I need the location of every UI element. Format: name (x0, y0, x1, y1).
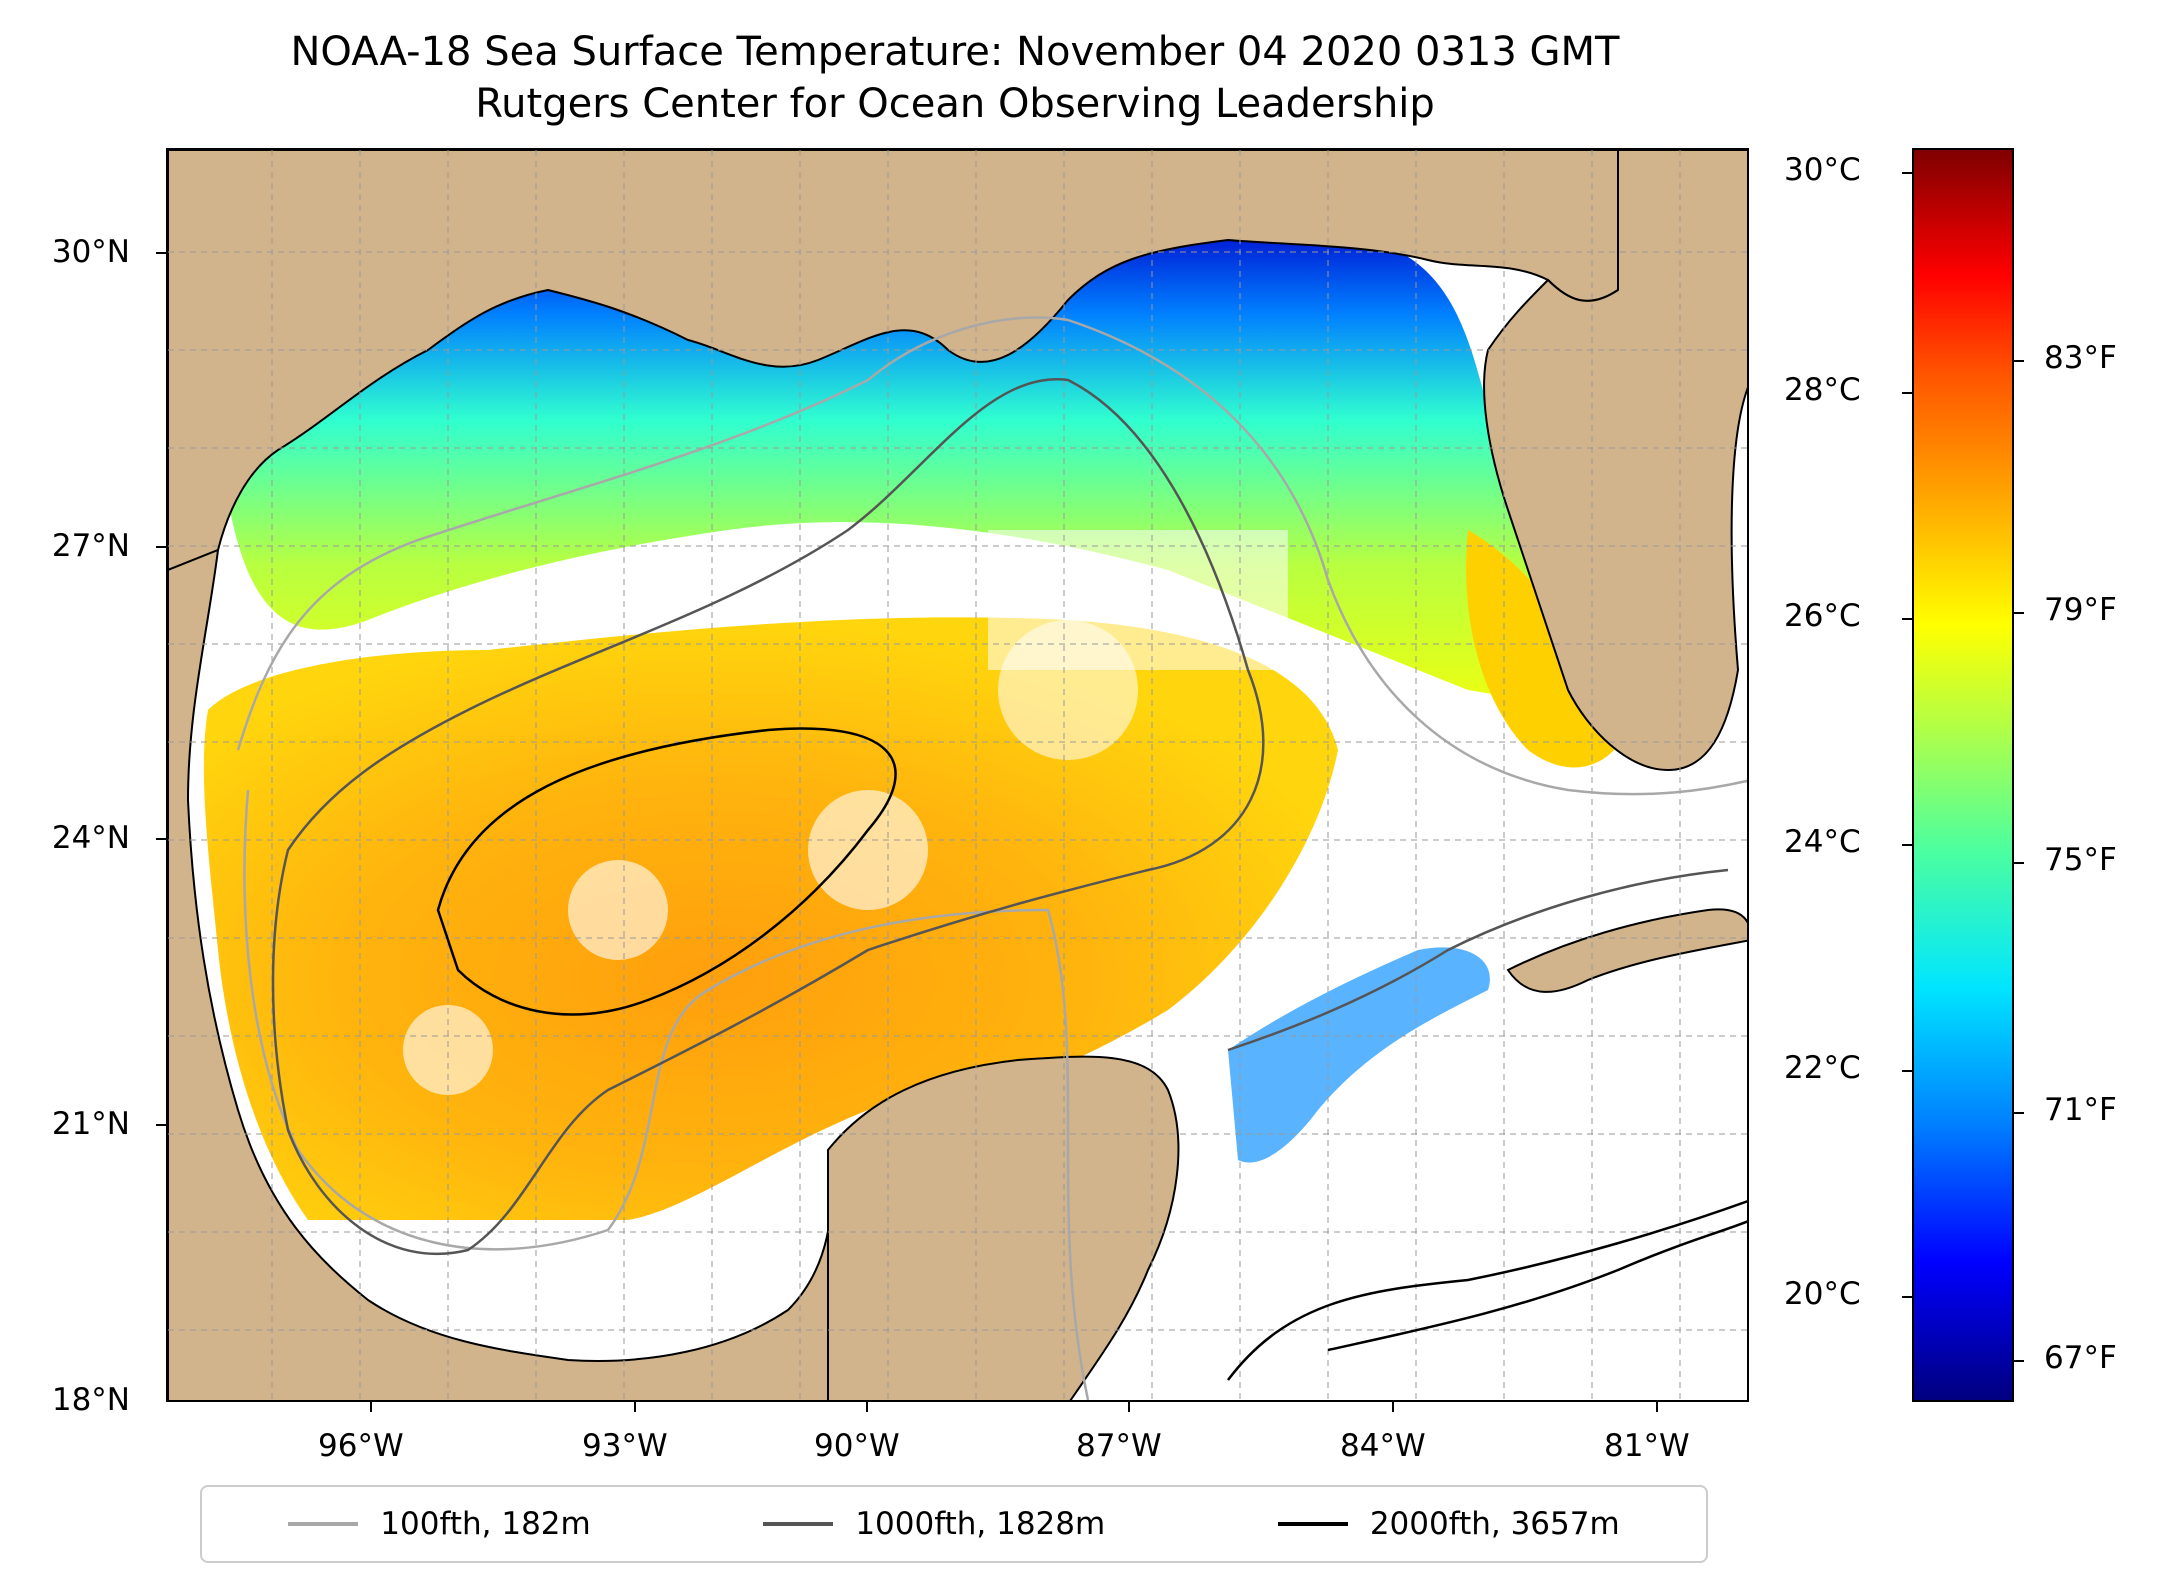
map-title: NOAA-18 Sea Surface Temperature: Novembe… (290, 29, 1620, 75)
sst-cloud-gap (568, 860, 668, 960)
tick-lat-27n (156, 546, 166, 548)
land-mexico-west (168, 548, 833, 1400)
colorbar-label-67f: 67°F (2044, 1340, 2117, 1376)
colorbar-tick-30c (1902, 172, 1912, 174)
isobath-legend: 100fth, 182m 1000fth, 1828m 2000fth, 365… (200, 1485, 1708, 1563)
legend-label-1000fth: 1000fth, 1828m (855, 1506, 1106, 1542)
colorbar-tick-67f (2014, 1360, 2024, 1362)
colorbar-tick-79f (2014, 612, 2024, 614)
tick-lon-93w (634, 1402, 636, 1412)
isobath-1000fth (271, 378, 1729, 1256)
land-florida (1483, 150, 1747, 772)
tick-lat-24n (156, 838, 166, 840)
colorbar-label-71f: 71°F (2044, 1092, 2117, 1128)
lat-label-27n: 27°N (51, 528, 130, 564)
land-us-gulf-coast (168, 150, 1619, 572)
colorbar-tick-28c (1902, 392, 1912, 394)
colorbar-label-24c: 24°C (1784, 824, 1861, 860)
colorbar-tick-26c (1902, 618, 1912, 620)
sst-cloud-gap (808, 790, 928, 910)
lat-label-18n: 18°N (51, 1382, 130, 1418)
colorbar-tick-83f (2014, 360, 2024, 362)
lat-label-21n: 21°N (51, 1106, 130, 1142)
land-yucatan (827, 1055, 1180, 1400)
land-layer (168, 150, 1747, 1400)
colorbar-label-22c: 22°C (1784, 1050, 1861, 1086)
colorbar-label-28c: 28°C (1784, 372, 1861, 408)
legend-label-100fth: 100fth, 182m (380, 1506, 591, 1542)
colorbar-tick-75f (2014, 862, 2024, 864)
lat-label-30n: 30°N (51, 234, 130, 270)
lon-label-81w: 81°W (1604, 1428, 1690, 1464)
lon-label-96w: 96°W (318, 1428, 404, 1464)
lon-label-90w: 90°W (814, 1428, 900, 1464)
colorbar-tick-20c (1902, 1296, 1912, 1298)
legend-swatch-2000fth (1277, 1522, 1348, 1526)
map-subtitle: Rutgers Center for Ocean Observing Leade… (475, 81, 1435, 127)
tick-lat-30n (156, 252, 166, 254)
legend-swatch-1000fth (763, 1522, 834, 1526)
tick-lat-21n (156, 1124, 166, 1126)
land-cuba (1506, 908, 1747, 993)
sst-data-layer (203, 150, 1747, 1400)
colorbar-label-26c: 26°C (1784, 598, 1861, 634)
legend-item-2000fth: 2000fth, 3657m (1277, 1506, 1620, 1542)
colorbar-label-30c: 30°C (1784, 152, 1861, 188)
lat-label-24n: 24°N (51, 820, 130, 856)
lon-label-87w: 87°W (1076, 1428, 1162, 1464)
legend-item-1000fth: 1000fth, 1828m (763, 1506, 1105, 1542)
tick-lon-84w (1392, 1402, 1394, 1412)
legend-swatch-100fth (288, 1522, 359, 1526)
tick-lon-90w (866, 1402, 868, 1412)
colorbar-label-20c: 20°C (1784, 1276, 1861, 1312)
lon-label-93w: 93°W (582, 1428, 668, 1464)
sst-map-canvas (168, 150, 1747, 1400)
colorbar-tick-24c (1902, 844, 1912, 846)
colorbar-label-83f: 83°F (2044, 340, 2117, 376)
sst-cloud-gap (988, 530, 1288, 670)
colorbar-tick-71f (2014, 1112, 2024, 1114)
tick-lon-81w (1656, 1402, 1658, 1412)
lon-label-84w: 84°W (1340, 1428, 1426, 1464)
graticule (168, 150, 1747, 1400)
colorbar-tick-22c (1902, 1070, 1912, 1072)
tick-lon-96w (370, 1402, 372, 1412)
colorbar-label-79f: 79°F (2044, 592, 2117, 628)
colorbar-label-75f: 75°F (2044, 842, 2117, 878)
sst-map (166, 148, 1749, 1402)
temperature-colorbar (1912, 148, 2014, 1402)
legend-label-2000fth: 2000fth, 3657m (1369, 1506, 1620, 1542)
isobath-100fth (236, 316, 1747, 1400)
tick-lon-87w (1128, 1402, 1130, 1412)
isobath-2000fth (436, 727, 1747, 1381)
sst-yucatan-cool (1228, 947, 1490, 1163)
legend-item-100fth: 100fth, 182m (288, 1506, 591, 1542)
sst-cloud-gap (403, 1005, 493, 1095)
